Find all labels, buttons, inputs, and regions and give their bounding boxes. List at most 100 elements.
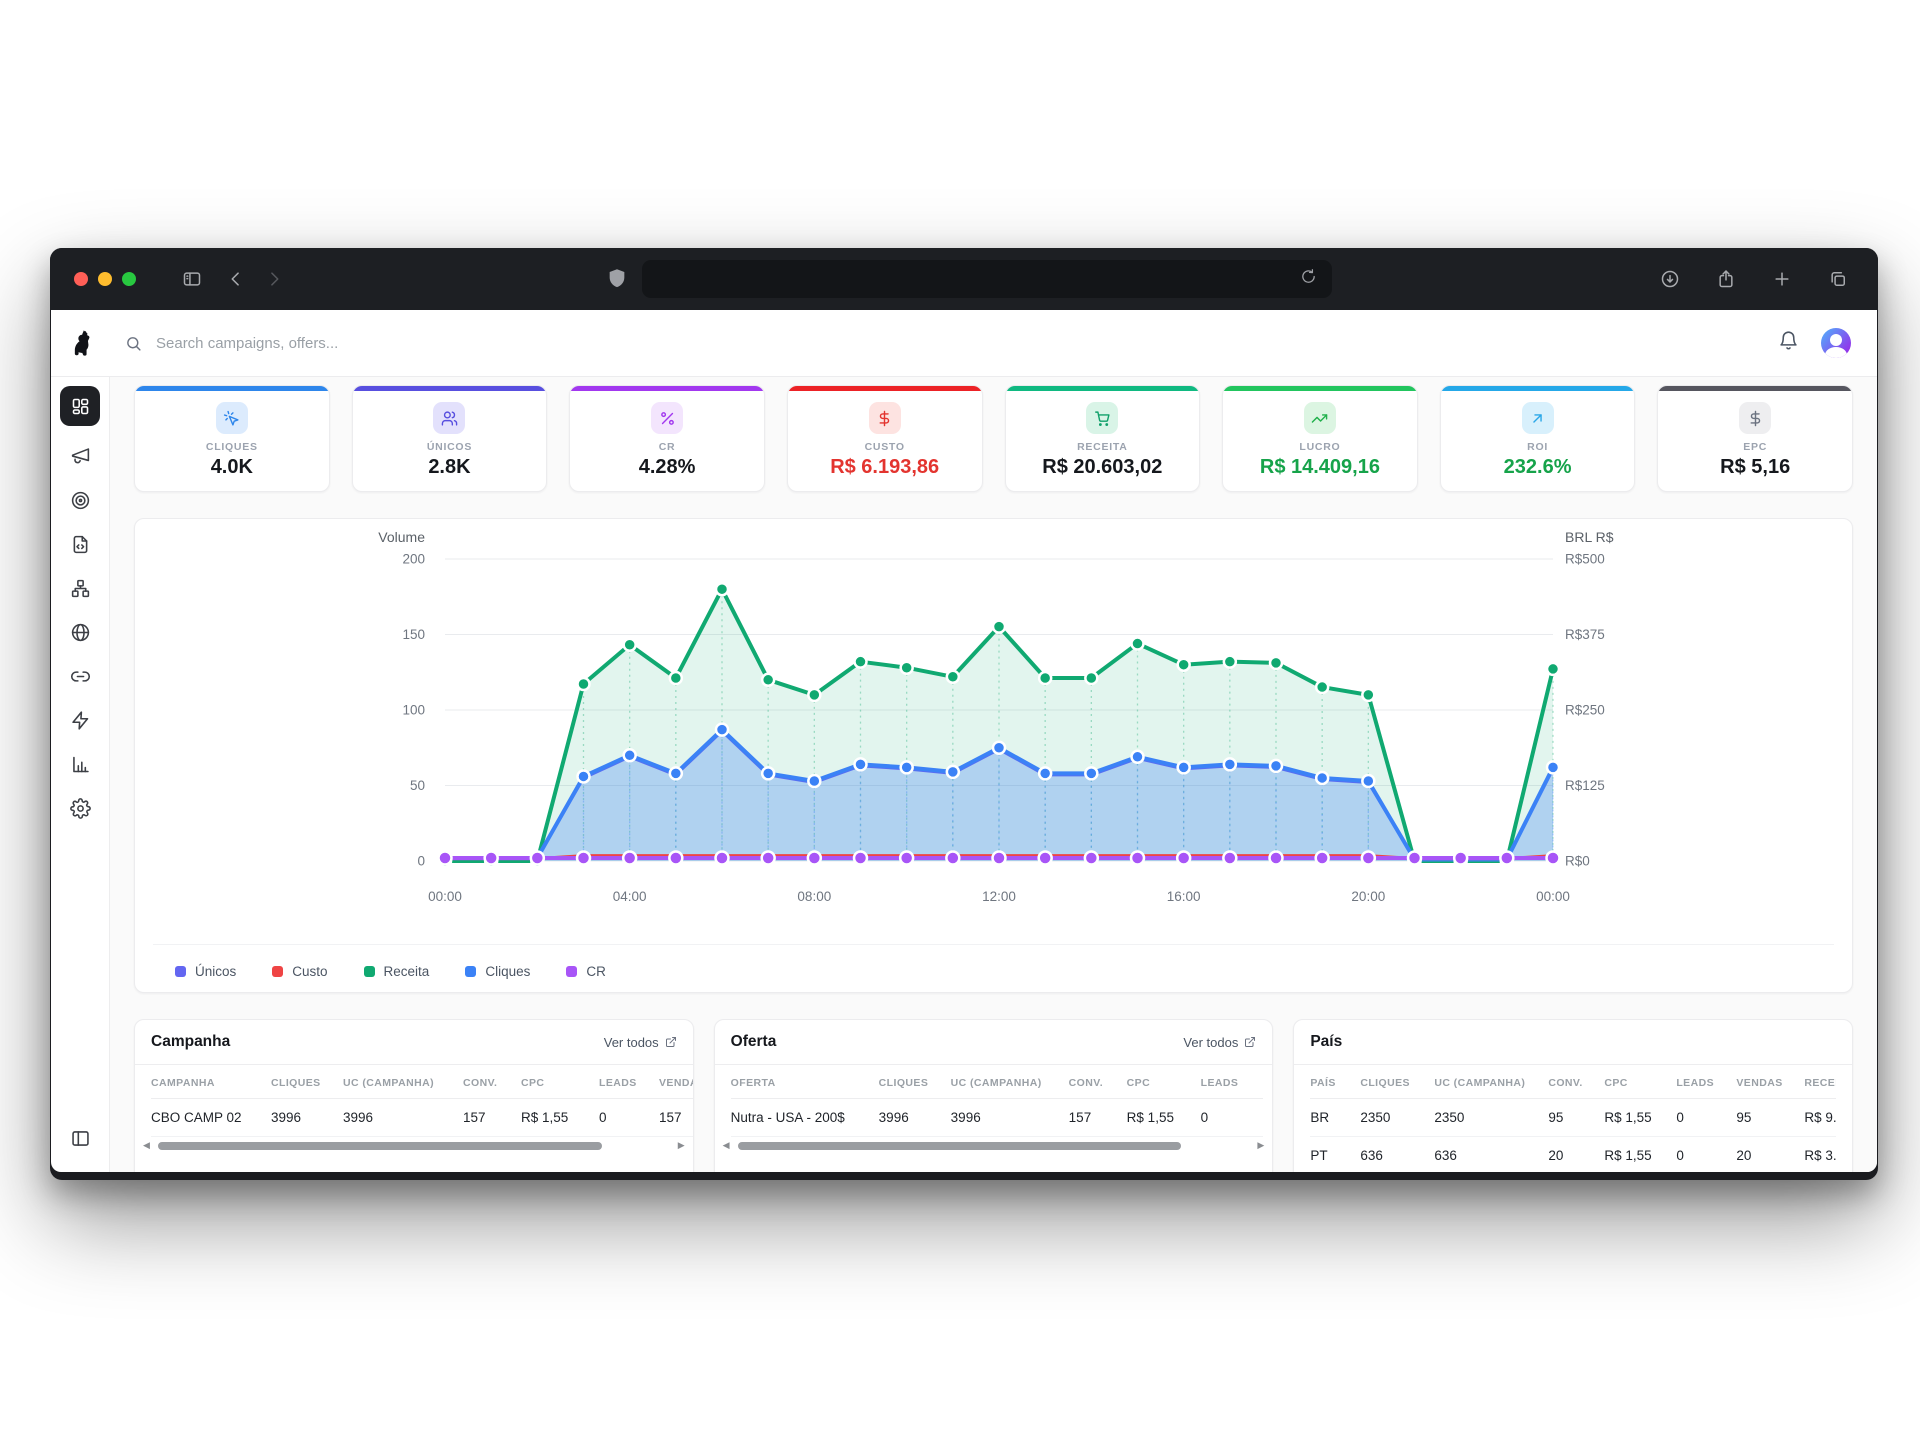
sidebar-item-campaigns[interactable] [60, 438, 100, 474]
scroll-right-arrow[interactable]: ▶ [677, 1140, 685, 1150]
table-cell: 636 [1360, 1136, 1435, 1172]
kpi-label: EPC [1743, 441, 1768, 453]
table-cell: 20 [1736, 1136, 1805, 1172]
campanha-horizontal-scrollbar[interactable]: ◀ ▶ [135, 1137, 693, 1150]
traffic-lights [74, 272, 136, 286]
svg-text:R$0: R$0 [1565, 854, 1590, 869]
titlebar-actions [1656, 265, 1852, 293]
svg-text:200: 200 [402, 552, 425, 567]
pais-table: PAÍS CLIQUES UC (CAMPANHA) CONV. CPC LEADS VEN… [1310, 1065, 1837, 1172]
legend-item-cliques[interactable]: Cliques [465, 964, 530, 979]
forward-button[interactable] [260, 265, 288, 293]
scrollbar-track[interactable] [736, 1141, 1252, 1150]
bar-chart-icon [72, 756, 89, 772]
user-avatar[interactable] [1821, 328, 1851, 358]
address-bar[interactable] [642, 260, 1332, 298]
oferta-ver-todos-link[interactable]: Ver todos [1183, 1035, 1256, 1050]
pais-card: País PAÍS CLIQUES UC (CAMPANHA) CONV. CPC LEA… [1293, 1019, 1854, 1172]
sidebar-item-landing-pages[interactable] [60, 526, 100, 562]
sidebar-item-offers[interactable] [60, 482, 100, 518]
legend-item-receita[interactable]: Receita [363, 964, 429, 979]
kpi-card-lucro: LUCRO R$ 14.409,16 [1222, 385, 1418, 492]
column-header: CLIQUES [271, 1065, 343, 1099]
column-header: LEADS [599, 1065, 659, 1099]
share-button[interactable] [1712, 265, 1740, 293]
sidebar-item-dashboard[interactable] [60, 386, 100, 426]
table-cell: R$ 3.484,10 [1804, 1136, 1837, 1172]
legend-item-cr[interactable]: CR [566, 964, 606, 979]
legend-item-únicos[interactable]: Únicos [175, 964, 236, 979]
chart-legend: Únicos Custo Receita Cliques CR [153, 944, 1834, 997]
svg-text:R$250: R$250 [1565, 703, 1605, 718]
scrollbar-thumb[interactable] [737, 1141, 1182, 1150]
legend-label: Únicos [195, 963, 237, 979]
kpi-value: 4.28% [638, 456, 696, 478]
privacy-shield-icon[interactable] [606, 267, 628, 294]
tab-overview-button[interactable] [1824, 265, 1852, 293]
window-zoom-button[interactable] [122, 272, 136, 286]
column-header: CPC [1604, 1065, 1677, 1099]
legend-label: CR [586, 963, 606, 979]
back-button[interactable] [222, 265, 250, 293]
sidebar-item-settings[interactable] [60, 790, 100, 826]
external-link-icon [1245, 1037, 1256, 1047]
scroll-left-arrow[interactable]: ◀ [143, 1140, 150, 1150]
kpi-value: R$ 5,16 [1720, 456, 1791, 478]
legend-swatch [465, 965, 477, 977]
campanha-card-header: Campanha Ver todos [135, 1020, 693, 1065]
campanha-card: Campanha Ver todos CAMPANHA CLIQUES UC (CA… [134, 1019, 694, 1172]
table-cell: 95 [1736, 1098, 1805, 1137]
svg-text:00:00: 00:00 [1536, 889, 1570, 904]
table-cell: 157 [659, 1098, 693, 1137]
legend-label: Custo [292, 963, 328, 979]
column-header: CONV. [1068, 1065, 1127, 1099]
legend-item-custo[interactable]: Custo [272, 963, 328, 979]
sidebar-item-domains[interactable] [60, 614, 100, 650]
column-header: UC (CAMPANHA) [950, 1065, 1069, 1099]
new-tab-button[interactable] [1768, 265, 1796, 293]
kpi-accent-strip [1223, 386, 1417, 391]
browser-sidebar-toggle-button[interactable] [178, 265, 206, 293]
column-header: CONV. [1548, 1065, 1605, 1099]
topbar [109, 310, 1877, 376]
campanha-ver-todos-link[interactable]: Ver todos [604, 1035, 677, 1050]
sidebar-nav [51, 377, 110, 1172]
scrollbar-thumb[interactable] [157, 1141, 602, 1150]
legend-label: Cliques [485, 963, 531, 979]
tables-row: Campanha Ver todos CAMPANHA CLIQUES UC (CA… [134, 1019, 1854, 1172]
downloads-button[interactable] [1656, 265, 1684, 293]
app-header [51, 310, 1877, 377]
window-close-button[interactable] [74, 272, 88, 286]
legend-swatch [363, 965, 375, 977]
globe-icon [71, 623, 89, 641]
sidebar-collapse-button[interactable] [60, 1120, 100, 1156]
kpi-accent-strip [352, 386, 547, 391]
oferta-horizontal-scrollbar[interactable]: ◀ ▶ [715, 1137, 1273, 1150]
reload-icon[interactable] [1300, 268, 1322, 290]
kpi-label: CUSTO [864, 441, 905, 453]
table-cell: 3996 [343, 1098, 463, 1137]
table-cell: R$ 1,55 [1126, 1098, 1201, 1137]
app-logo-dog[interactable] [51, 310, 109, 376]
scrollbar-track[interactable] [156, 1141, 672, 1150]
scroll-left-arrow[interactable]: ◀ [722, 1140, 730, 1150]
window-minimize-button[interactable] [98, 272, 112, 286]
external-link-icon [665, 1037, 676, 1047]
traffic-chart-card: 0 R$0 50 R$125 100 R$250 150 R$375 200 R$500 Volum… [134, 518, 1853, 993]
sidebar-item-links[interactable] [60, 658, 100, 694]
search-input[interactable] [154, 333, 658, 353]
notifications-bell-icon[interactable] [1778, 330, 1799, 356]
legend-swatch [272, 965, 284, 977]
sidebar-item-automations[interactable] [60, 702, 100, 738]
column-header: OFERTA [730, 1065, 879, 1099]
sidebar-item-reports[interactable] [60, 746, 100, 782]
svg-text:R$500: R$500 [1565, 552, 1605, 567]
ver-todos-label: Ver todos [603, 1034, 659, 1050]
main-content: CLIQUES 4.0K ÚNICOS 2.8K CR [110, 377, 1877, 1172]
sidebar-item-flows[interactable] [60, 570, 100, 606]
kpi-accent-strip [135, 386, 329, 391]
scroll-right-arrow[interactable]: ▶ [1257, 1140, 1265, 1150]
shopping-cart-icon [1086, 402, 1119, 434]
global-search [125, 333, 1764, 353]
